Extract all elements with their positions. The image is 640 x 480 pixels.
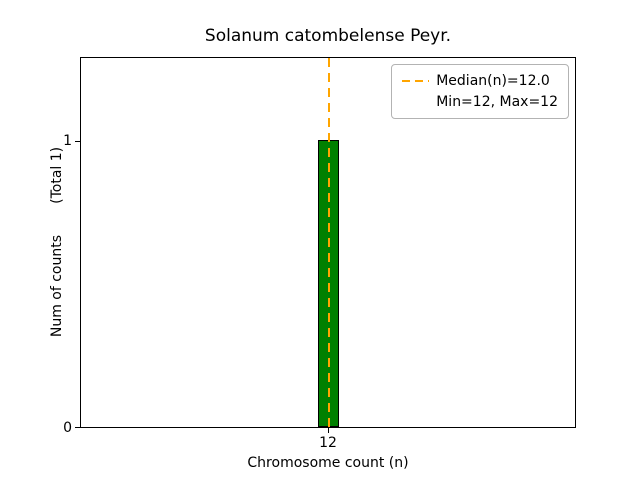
median-line <box>328 58 330 427</box>
legend-item-median: Median(n)=12.0 <box>436 73 550 89</box>
y-tick-mark-1 <box>75 141 80 142</box>
chart-title: Solanum catombelense Peyr. <box>204 26 452 46</box>
legend-empty-sample <box>402 101 429 103</box>
x-tick-label-12: 12 <box>319 435 337 451</box>
x-axis-label: Chromosome count (n) <box>247 455 409 471</box>
y-tick-label-0: 0 <box>63 420 72 436</box>
y-tick-label-1: 1 <box>63 133 72 149</box>
legend: Median(n)=12.0 Min=12, Max=12 <box>391 64 569 119</box>
y-axis-label: Num of counts (Total 1) <box>49 146 65 338</box>
plot-area: Median(n)=12.0 Min=12, Max=12 <box>80 57 576 428</box>
x-tick-mark-12 <box>328 428 329 433</box>
legend-dashed-line-icon <box>402 80 430 82</box>
legend-item-min-max: Min=12, Max=12 <box>436 94 558 110</box>
y-tick-mark-0 <box>75 427 80 428</box>
